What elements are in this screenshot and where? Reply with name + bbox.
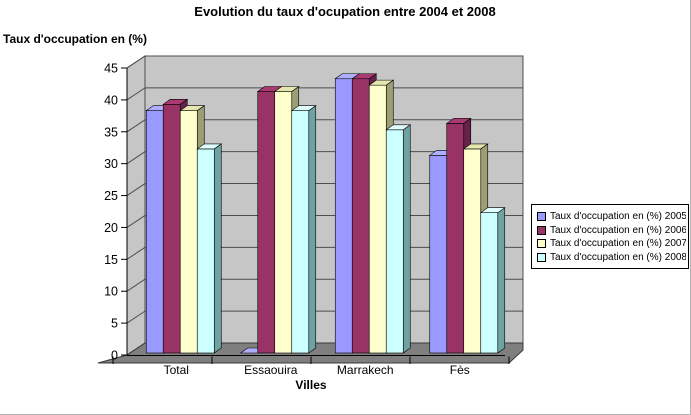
bar [145,110,164,354]
bar [257,91,276,354]
legend-item: Taux d'occupation en (%) 2007 [537,237,686,251]
bar-top-face [162,98,189,105]
bar-top-face [196,143,223,150]
bar [351,78,370,354]
bar [162,103,181,354]
bar [334,78,353,354]
gridline-side [126,183,146,196]
chart-title: Evolution du taux d'ocupation entre 2004… [194,4,496,19]
legend-swatch-icon [537,212,546,222]
bar-top-face [179,105,206,111]
gridline-side [126,87,146,101]
y-tick-label: 45 [104,62,118,76]
bar-top-face [273,86,300,92]
wall-left [126,55,146,356]
bar [463,148,482,354]
gridline-side [126,119,146,133]
y-tick-label: 0 [111,349,118,363]
bar [480,212,499,354]
x-category-label: Fès [450,363,470,377]
y-tick-label: 40 [104,93,118,107]
legend-item: Taux d'occupation en (%) 2006 [537,224,686,238]
x-category-label: Total [164,363,189,377]
bar [368,84,387,354]
y-tick-label: 10 [104,285,118,299]
gridline-side [126,151,146,165]
y-tick-label: 20 [104,221,118,235]
bar-top-face [351,73,378,80]
bar [385,129,404,354]
bar-top-face [385,124,412,131]
bar-top-face [368,79,395,86]
legend-label: Taux d'occupation en (%) 2005 [550,211,686,223]
legend-swatch-icon [537,225,546,235]
gridline-side [126,55,146,69]
bar [179,110,198,354]
bar-top-face [462,143,489,150]
legend-label: Taux d'occupation en (%) 2007 [550,238,686,250]
legend-item: Taux d'occupation en (%) 2008 [537,251,686,265]
bar [446,123,465,354]
bar [429,154,448,354]
bar [274,91,293,354]
y-tick-label: 5 [111,317,118,331]
gridline-side [126,246,146,260]
chart-legend: Taux d'occupation en (%) 2005 Taux d'occu… [531,204,689,269]
bar-side-face [402,124,411,354]
bar-top-face [290,105,317,111]
bar-side-face [497,207,506,354]
bar-side-face [308,105,317,354]
gridline-side [126,278,146,292]
legend-label: Taux d'occupation en (%) 2006 [550,224,686,236]
legend-item: Taux d'occupation en (%) 2005 [537,210,686,224]
bar-top-face [445,118,472,124]
legend-label: Taux d'occupation en (%) 2008 [550,251,686,263]
y-axis-title: Taux d'occupation en (%) [3,32,147,46]
legend-swatch-icon [537,239,546,249]
x-category-label: Essaouira [244,363,298,377]
y-tick-label: 25 [104,189,118,203]
x-category-label: Marrakech [337,363,394,377]
bar-top-face [479,207,506,213]
gridline-side [126,310,146,324]
y-tick-label: 15 [104,253,118,267]
legend-swatch-icon [537,252,546,262]
bar [196,148,215,354]
gridline-side [126,215,146,228]
y-tick-label: 30 [104,157,118,171]
bar-side-face [213,143,222,354]
y-tick-label: 35 [104,125,118,139]
x-axis-title: Villes [295,378,327,392]
bar [291,110,310,354]
